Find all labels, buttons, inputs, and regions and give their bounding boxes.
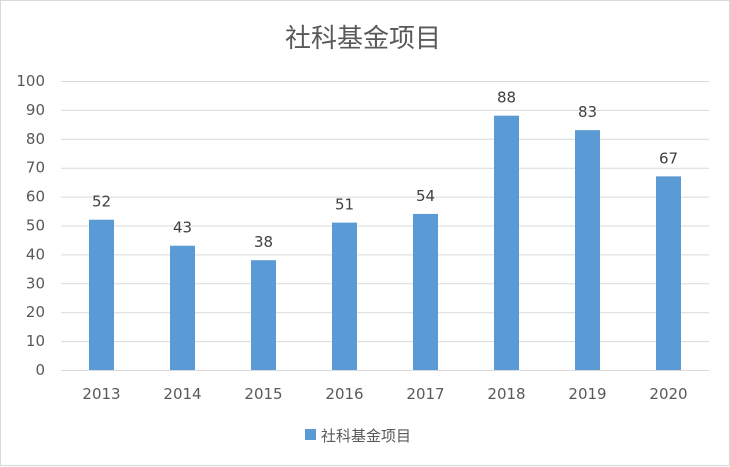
data-label: 52 [92,193,111,211]
data-label: 54 [416,187,435,205]
legend-label: 社科基金项目 [321,427,411,445]
bar-2014 [170,245,195,370]
data-label: 88 [497,89,516,107]
chart-title: 社科基金项目 [285,24,441,54]
y-tick-label: 40 [26,245,45,263]
x-tick-label: 2019 [568,385,606,403]
legend-swatch [305,429,316,440]
y-axis-tick-labels: 0 10 20 30 40 50 60 70 80 90 100 [16,72,45,379]
x-tick-label: 2020 [649,385,687,403]
gridlines [61,81,709,371]
x-tick-label: 2014 [163,385,201,403]
y-tick-label: 60 [26,188,45,206]
bar-2017 [413,213,438,370]
y-tick-label: 100 [16,72,45,90]
y-tick-label: 90 [26,101,45,119]
y-tick-label: 10 [26,332,45,350]
y-tick-label: 50 [26,217,45,235]
y-tick-label: 0 [35,361,45,379]
y-tick-label: 70 [26,159,45,177]
x-tick-label: 2013 [82,385,120,403]
bar-2019 [575,130,600,370]
data-labels: 52 43 38 51 54 88 83 67 [92,89,678,251]
data-label: 83 [578,103,597,121]
data-label: 67 [659,149,678,167]
y-tick-label: 20 [26,303,45,321]
data-label: 38 [254,233,273,251]
y-tick-label: 80 [26,130,45,148]
data-label: 43 [173,219,192,237]
x-tick-label: 2018 [487,385,525,403]
bar-2015 [251,260,276,370]
bar-2016 [332,222,357,370]
data-label: 51 [335,196,354,214]
x-axis-tick-labels: 2013 2014 2015 2016 2017 2018 2019 2020 [82,385,687,403]
bar-2020 [656,176,681,370]
x-tick-label: 2017 [406,385,444,403]
bar-2018 [494,115,519,371]
x-tick-label: 2016 [325,385,363,403]
y-tick-label: 30 [26,274,45,292]
legend: 社科基金项目 [305,427,411,445]
x-tick-label: 2015 [244,385,282,403]
bar-2013 [89,219,114,370]
bars [89,115,681,371]
